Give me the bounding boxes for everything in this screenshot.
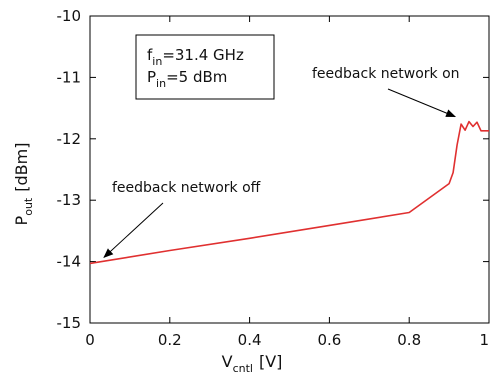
y-tick-label: -11 [57, 68, 82, 86]
conditions-power: Pin=5 dBm [147, 68, 227, 90]
annotation-feedback-on: feedback network on [312, 66, 460, 82]
axis-ticks [89, 15, 490, 324]
x-tick-labels: 0 0.2 0.4 0.6 0.8 1 [85, 331, 489, 349]
annotation-arrow-off [103, 202, 164, 259]
conditions-box [135, 34, 275, 100]
x-tick-label: 0.4 [238, 331, 262, 349]
x-axis-label: Vcntl [V] [222, 352, 283, 375]
y-tick-label: -10 [57, 7, 82, 25]
y-tick-label: -12 [57, 130, 82, 148]
y-tick-label: -13 [57, 191, 82, 209]
y-tick-label: -15 [57, 314, 82, 332]
plot-frame [89, 15, 490, 324]
y-tick-label: -14 [57, 253, 82, 271]
series-line [89, 120, 489, 265]
x-tick-label: 1 [479, 331, 489, 349]
annotation-feedback-off: feedback network off [112, 180, 261, 196]
y-tick-labels: -15 -14 -13 -12 -11 -10 [57, 7, 82, 332]
y-axis-label: Pout[dBm] [12, 143, 35, 226]
x-tick-label: 0.8 [397, 331, 421, 349]
annotation-arrow-on [387, 88, 456, 118]
x-tick-label: 0 [85, 331, 95, 349]
x-tick-label: 0.2 [158, 331, 182, 349]
x-tick-label: 0.6 [317, 331, 341, 349]
conditions-freq: fin=31.4 GHz [147, 46, 244, 68]
